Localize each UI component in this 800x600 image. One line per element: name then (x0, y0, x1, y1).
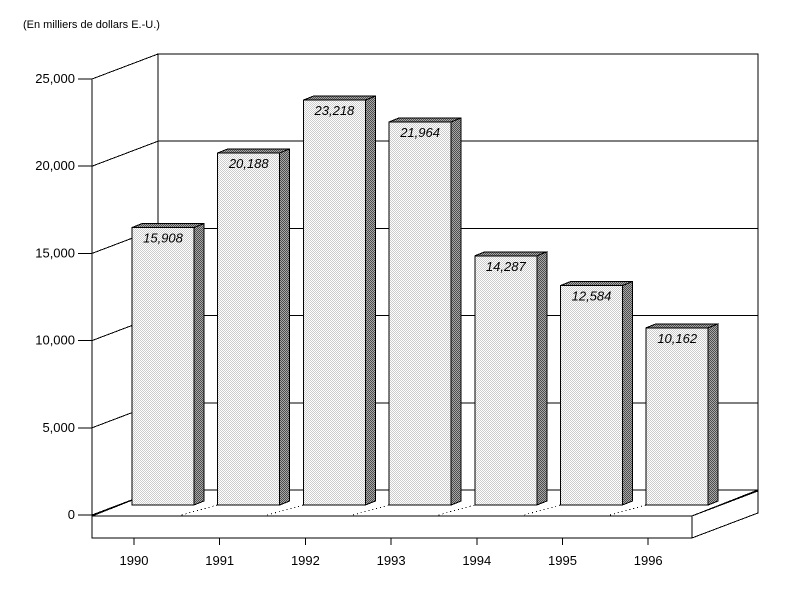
bar-value-label-1990: 15,908 (143, 231, 184, 246)
bar-side-face (536, 251, 548, 506)
bar-value-label-1996: 10,162 (657, 331, 698, 346)
bar-top-face (560, 281, 633, 287)
bar-value-label-1992: 23,218 (314, 103, 356, 118)
bar-side-face (707, 323, 719, 506)
chart-floor-front (91, 515, 693, 539)
bar-front-face (302, 99, 366, 506)
depth-line-25000 (91, 53, 159, 80)
bar-top-face (217, 148, 290, 154)
category-boundary-dotted-5 (520, 504, 561, 517)
bar-1993: 21,964 (388, 117, 462, 506)
bar-side-face (193, 222, 205, 506)
bar-front-face (560, 285, 623, 506)
bar-1991: 20,188 (217, 148, 291, 506)
bar-side-face (279, 148, 291, 506)
bar-side-face (450, 117, 462, 506)
y-axis-label-10000: 10,000 (35, 333, 75, 348)
x-axis-label-1990: 1990 (120, 553, 149, 568)
category-boundary-dotted-2 (263, 504, 304, 517)
bar-value-label-1994: 14,287 (486, 259, 527, 274)
y-axis-label-15000: 15,000 (35, 245, 75, 260)
bar-front-face (474, 255, 538, 506)
bar-top-face (388, 117, 462, 123)
bar-top-face (303, 95, 376, 101)
bar-side-face (622, 280, 633, 506)
x-axis-label-1994: 1994 (462, 553, 491, 568)
bar-1994: 14,287 (474, 251, 548, 506)
y-axis-label-20000: 20,000 (35, 158, 75, 173)
y-axis-label-5000: 5,000 (42, 420, 75, 435)
depth-line-20000 (91, 140, 159, 167)
category-boundary-dotted-1 (177, 504, 218, 517)
bar-front-face (131, 227, 195, 506)
category-boundary-dotted-6 (606, 504, 647, 517)
bar-1996: 10,162 (645, 323, 719, 506)
bar-side-face (364, 95, 376, 506)
category-boundary-dotted-3 (348, 504, 390, 517)
bar-value-label-1991: 20,188 (228, 156, 270, 171)
bar-1990: 15,908 (131, 222, 205, 506)
bar-front-face (217, 152, 281, 506)
x-axis-label-1995: 1995 (548, 553, 577, 568)
bar-top-face (474, 251, 547, 257)
category-boundary-dotted-4 (434, 504, 475, 517)
chart-units-note: (En milliers de dollars E.-U.) (23, 19, 160, 31)
y-axis-label-0: 0 (68, 507, 75, 522)
chart-floor-side (691, 490, 759, 539)
y-axis-label-25000: 25,000 (35, 71, 75, 86)
bar-1992: 23,218 (302, 95, 376, 506)
bar-top-face (646, 323, 719, 329)
x-axis-label-1993: 1993 (377, 553, 406, 568)
bar-top-face (131, 223, 205, 229)
x-axis-label-1991: 1991 (205, 553, 234, 568)
bar-value-label-1995: 12,584 (572, 289, 612, 304)
x-axis-label-1996: 1996 (634, 553, 663, 568)
bar-front-face (645, 327, 709, 506)
x-axis-label-1992: 1992 (291, 553, 320, 568)
bar-1995: 12,584 (560, 280, 633, 506)
bar-front-face (388, 121, 452, 506)
bar-value-label-1993: 21,964 (399, 125, 440, 140)
